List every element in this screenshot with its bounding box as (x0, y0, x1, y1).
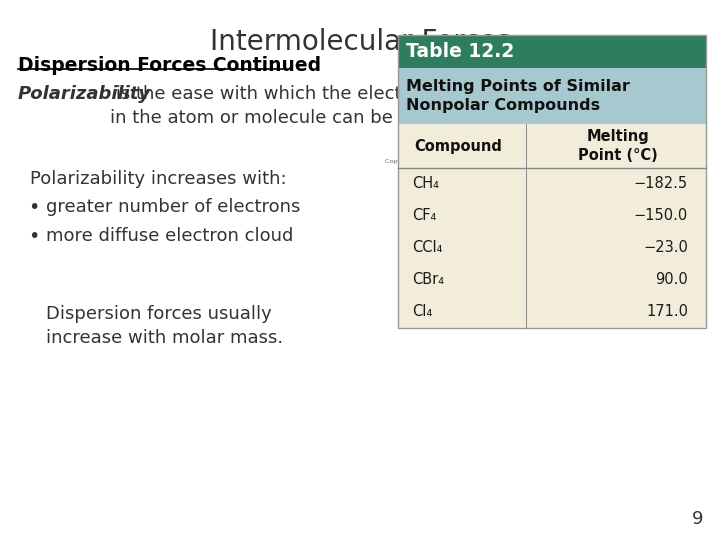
FancyBboxPatch shape (398, 35, 706, 68)
Text: Dispersion forces usually
increase with molar mass.: Dispersion forces usually increase with … (46, 305, 283, 347)
FancyBboxPatch shape (398, 68, 706, 124)
Text: •: • (28, 198, 40, 217)
Text: CI₄: CI₄ (412, 305, 432, 320)
Text: CCl₄: CCl₄ (412, 240, 442, 255)
Text: −182.5: −182.5 (634, 177, 688, 192)
Text: Copyright © The McGraw-Hill Companies, Inc. Permission required for reproduction: Copyright © The McGraw-Hill Companies, I… (385, 158, 681, 164)
Text: Polarizability: Polarizability (18, 85, 151, 103)
Text: Melting Points of Similar
Nonpolar Compounds: Melting Points of Similar Nonpolar Compo… (406, 79, 630, 113)
Text: Table 12.2: Table 12.2 (406, 42, 514, 61)
Text: more diffuse electron cloud: more diffuse electron cloud (46, 227, 293, 245)
Text: CH₄: CH₄ (412, 177, 439, 192)
Text: CBr₄: CBr₄ (412, 273, 444, 287)
Text: Polarizability increases with:: Polarizability increases with: (30, 170, 287, 188)
FancyBboxPatch shape (398, 124, 706, 328)
Text: CF₄: CF₄ (412, 208, 436, 224)
Text: Melting
Point (°C): Melting Point (°C) (578, 129, 658, 163)
Text: 90.0: 90.0 (655, 273, 688, 287)
Text: −150.0: −150.0 (634, 208, 688, 224)
Text: Compound: Compound (414, 138, 502, 153)
Text: −23.0: −23.0 (643, 240, 688, 255)
Text: is the ease with which the electron distribution
in the atom or molecule can be : is the ease with which the electron dist… (110, 85, 539, 126)
Text: Intermolecular Forces: Intermolecular Forces (210, 28, 510, 56)
Text: 9: 9 (691, 510, 703, 528)
Text: greater number of electrons: greater number of electrons (46, 198, 300, 216)
Text: Dispersion Forces Continued: Dispersion Forces Continued (18, 56, 321, 75)
Text: •: • (28, 227, 40, 246)
Text: 171.0: 171.0 (646, 305, 688, 320)
